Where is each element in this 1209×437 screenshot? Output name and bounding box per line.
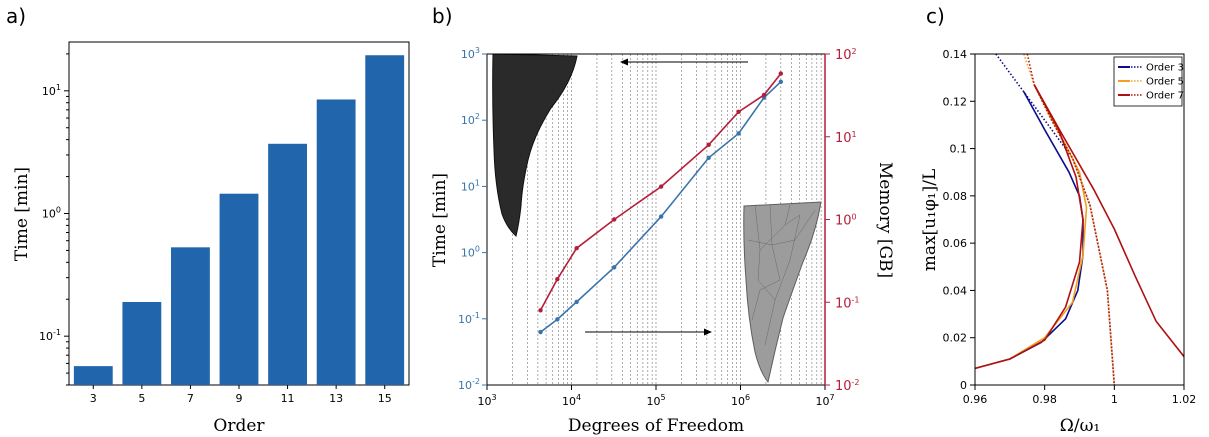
panel-label-a: a) (6, 4, 26, 28)
y-tick-label-left: 102 (461, 112, 480, 127)
legend: Order 3 Order 5 Order 7 (1113, 56, 1184, 107)
time-point (706, 155, 711, 161)
order-7-solid-curve (1033, 84, 1184, 358)
x-tick-label: 1 (1111, 393, 1118, 406)
y-tick-label-right: 101 (835, 130, 857, 146)
order-3-solid-curve (975, 91, 1084, 370)
time-point (555, 317, 560, 322)
y-tick-label: 0.14 (943, 48, 968, 61)
x-axis-label-a: Order (213, 416, 265, 436)
memory-series-line (539, 73, 782, 311)
memory-point (555, 276, 560, 282)
order-7-solid-curve (975, 84, 1084, 370)
order-7-dotted-curve (1026, 54, 1116, 385)
time-point (611, 265, 617, 270)
left-arrow-head (620, 58, 628, 66)
y-tick-label-left: 103 (461, 46, 480, 61)
x-axis-label-c: Ω/ω₁ (1060, 416, 1101, 436)
x-tick-label: 15 (378, 392, 392, 405)
y-tick-label: 0.04 (943, 284, 968, 297)
time-point (538, 329, 543, 335)
x-tick-label: 5 (138, 392, 145, 405)
x-tick-label: 103 (477, 393, 496, 408)
order-3-dotted-curve (995, 54, 1116, 385)
x-tick-label: 11 (281, 392, 295, 405)
bar (219, 193, 259, 385)
y-tick-label: 101 (42, 83, 61, 98)
x-tick-label: 13 (329, 392, 343, 405)
memory-point (658, 184, 664, 189)
y-tick-label-right: 100 (835, 213, 857, 229)
memory-point (538, 308, 543, 313)
x-tick-label: 7 (187, 392, 194, 405)
bar (171, 247, 210, 385)
memory-point (778, 71, 784, 76)
bar (73, 366, 113, 385)
y-tick-label: 0.02 (943, 332, 968, 345)
legend-label: Order 3 (1146, 63, 1184, 74)
panel-label-c: c) (926, 4, 945, 28)
y-tick-label: 0.06 (943, 237, 968, 250)
y-tick-label-left: 10-2 (458, 377, 480, 392)
x-tick-label: 3 (90, 392, 97, 405)
y-tick-label: 0 (960, 379, 967, 392)
dof-chart-panel: 103 104 105 106 10710-210-110010110210310-21… (430, 46, 895, 436)
x-tick-label: 0.96 (963, 393, 988, 406)
memory-point (611, 217, 617, 222)
memory-point (574, 245, 579, 251)
x-tick-label: 107 (815, 393, 834, 408)
legend-label: Order 5 (1146, 77, 1184, 88)
x-tick-label: 1.02 (1172, 393, 1197, 406)
time-point (736, 131, 741, 136)
y-tick-label-left: 101 (461, 178, 480, 193)
memory-point (706, 142, 711, 147)
panel-label-b: b) (432, 4, 453, 28)
legend-label: Order 7 (1146, 91, 1184, 102)
y-tick-label: 10-1 (39, 328, 61, 343)
fine-mesh-image (492, 53, 578, 237)
bar-chart-panel: 3 5 7 9 11 13 15 10-1 100 101 Order Time [min] (12, 41, 410, 436)
time-point (574, 299, 579, 305)
y-axis-label-c: max[u₁φ₁]/L (920, 169, 940, 272)
y-tick-label-left: 100 (461, 245, 480, 260)
right-arrow-head (704, 328, 712, 336)
y-axis-label-b-left: Time [min] (430, 173, 450, 267)
y-tick-label: 0.12 (943, 95, 968, 108)
bar (316, 99, 356, 386)
bar (365, 55, 405, 386)
coarse-mesh-lines (747, 203, 816, 346)
order-5-solid-curve (975, 84, 1088, 370)
time-point (658, 214, 664, 219)
plot-frame-c (974, 53, 1185, 386)
x-tick-label: 106 (731, 393, 750, 408)
x-axis-label-b: Degrees of Freedom (568, 416, 744, 436)
y-tick-label: 0.08 (943, 190, 968, 203)
x-tick-label: 104 (562, 393, 581, 408)
memory-point (736, 109, 741, 115)
x-tick-label: 9 (236, 392, 243, 405)
y-tick-label: 0.1 (950, 143, 968, 156)
bar (268, 143, 307, 385)
y-tick-label-left: 10-1 (458, 311, 480, 326)
y-tick-label-right: 10-2 (835, 378, 860, 394)
y-tick-label-right: 102 (835, 47, 857, 63)
y-axis-label-b-right: Memory [GB] (875, 162, 895, 278)
order-5-dotted-curve (1023, 54, 1116, 385)
memory-point (761, 92, 767, 98)
time-point (778, 79, 784, 85)
x-tick-label: 105 (646, 393, 665, 408)
bar (122, 301, 162, 385)
frequency-response-panel: 0.96 0.98 1 1.02 0 0.02 0.04 0.06 0.08 0.1 0.12 0.1… (920, 48, 1196, 436)
coarse-mesh-image (743, 201, 822, 384)
y-tick-label-right: 10-1 (835, 295, 860, 311)
y-tick-label: 100 (42, 206, 61, 221)
x-tick-label: 0.98 (1032, 393, 1057, 406)
y-axis-label-a: Time [min] (12, 167, 32, 261)
